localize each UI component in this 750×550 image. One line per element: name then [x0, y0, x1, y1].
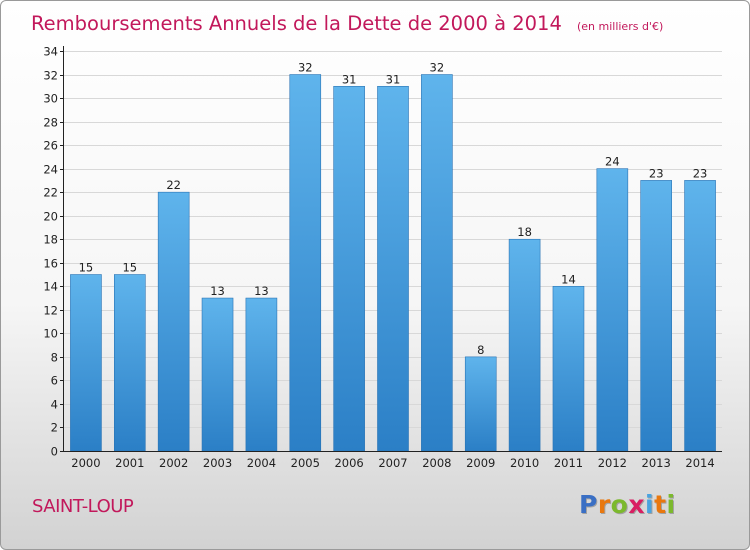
x-tick-label: 2012 — [598, 456, 627, 470]
data-label-2013: 23 — [649, 166, 664, 180]
y-tick-label: 14 — [43, 280, 58, 294]
x-axis-ticks: 2000 2001 2002 2003 2004 2005 2006 2007 2008 2009… — [71, 456, 714, 470]
data-label-2003: 13 — [210, 284, 225, 298]
y-tick-label: 28 — [43, 116, 58, 130]
y-tick-label: 2 — [51, 421, 58, 435]
data-label-2008: 32 — [430, 61, 445, 75]
data-label-2002: 22 — [166, 178, 181, 192]
data-label-2001: 15 — [122, 261, 137, 275]
x-tick-label: 2007 — [378, 456, 407, 470]
y-tick-label: 6 — [51, 374, 58, 388]
y-tick-label: 30 — [43, 92, 58, 106]
bar-2006 — [333, 85, 365, 452]
logo-letter: t — [654, 490, 667, 519]
bar-2012 — [596, 168, 629, 452]
bar-2003 — [201, 297, 234, 452]
y-tick-label: 10 — [43, 327, 58, 341]
logo-letter: r — [597, 490, 611, 519]
data-label-2007: 31 — [386, 72, 401, 86]
x-tick-label: 2006 — [334, 456, 363, 470]
y-tick-label: 16 — [43, 257, 58, 271]
bar-2014 — [684, 180, 716, 452]
x-tick-label: 2005 — [291, 456, 320, 470]
y-tick-label: 26 — [43, 139, 58, 153]
x-tick-label: 2003 — [203, 456, 232, 470]
data-labels: 15 15 22 13 13 32 31 31 32 8 18 14 24 23 23 — [79, 61, 708, 357]
y-tick-label: 8 — [51, 351, 58, 365]
y-tick-label: 34 — [43, 45, 58, 59]
logo-letter: i — [645, 490, 655, 519]
x-tick-label: 2011 — [554, 456, 583, 470]
commune-name: SAINT-LOUP — [32, 496, 134, 517]
bar-2008 — [421, 74, 453, 452]
data-label-2006: 31 — [342, 72, 357, 86]
y-tick-label: 4 — [51, 398, 58, 412]
y-tick-label: 32 — [43, 69, 58, 83]
bars — [70, 74, 716, 452]
bar-2007 — [377, 85, 409, 452]
x-tick-label: 2013 — [642, 456, 671, 470]
y-tick-label: 22 — [43, 186, 58, 200]
x-tick-label: 2008 — [422, 456, 451, 470]
bar-2002 — [157, 191, 190, 452]
data-label-2005: 32 — [298, 61, 313, 75]
chart-title-unit: (en milliers d'€) — [577, 20, 663, 33]
bar-2013 — [640, 180, 673, 452]
x-tick-label: 2009 — [466, 456, 495, 470]
y-tick-label: 12 — [43, 304, 58, 318]
logo-letter: i — [666, 490, 676, 519]
x-tick-label: 2010 — [510, 456, 539, 470]
y-tick-label: 18 — [43, 233, 58, 247]
logo-letter: o — [610, 490, 629, 519]
bar-2011 — [552, 285, 585, 452]
chart-title-main: Remboursements Annuels de la Dette de 20… — [31, 12, 562, 35]
data-label-2009: 8 — [477, 343, 484, 357]
logo-letter: x — [628, 490, 645, 519]
data-label-2014: 23 — [693, 166, 708, 180]
bar-2005 — [289, 74, 322, 452]
data-label-2011: 14 — [561, 272, 576, 286]
x-tick-label: 2004 — [247, 456, 276, 470]
x-tick-label: 2000 — [71, 456, 100, 470]
chart-title: Remboursements Annuels de la Dette de 20… — [31, 12, 663, 35]
data-label-2004: 13 — [254, 284, 269, 298]
bar-2001 — [114, 274, 146, 452]
data-label-2000: 15 — [79, 261, 94, 275]
bar-2004 — [245, 297, 278, 452]
x-tick-label: 2002 — [159, 456, 188, 470]
y-tick-label: 24 — [43, 163, 58, 177]
logo-letter: P — [579, 490, 598, 519]
data-label-2010: 18 — [517, 225, 532, 239]
data-label-2012: 24 — [605, 155, 620, 169]
bar-2010 — [508, 238, 541, 452]
bar-2009 — [464, 356, 497, 452]
proxiti-logo: Proxiti — [579, 490, 676, 519]
x-tick-label: 2001 — [115, 456, 144, 470]
y-tick-label: 20 — [43, 210, 58, 224]
y-tick-label: 0 — [51, 445, 58, 459]
bar-2000 — [70, 274, 102, 452]
x-tick-label: 2014 — [685, 456, 714, 470]
